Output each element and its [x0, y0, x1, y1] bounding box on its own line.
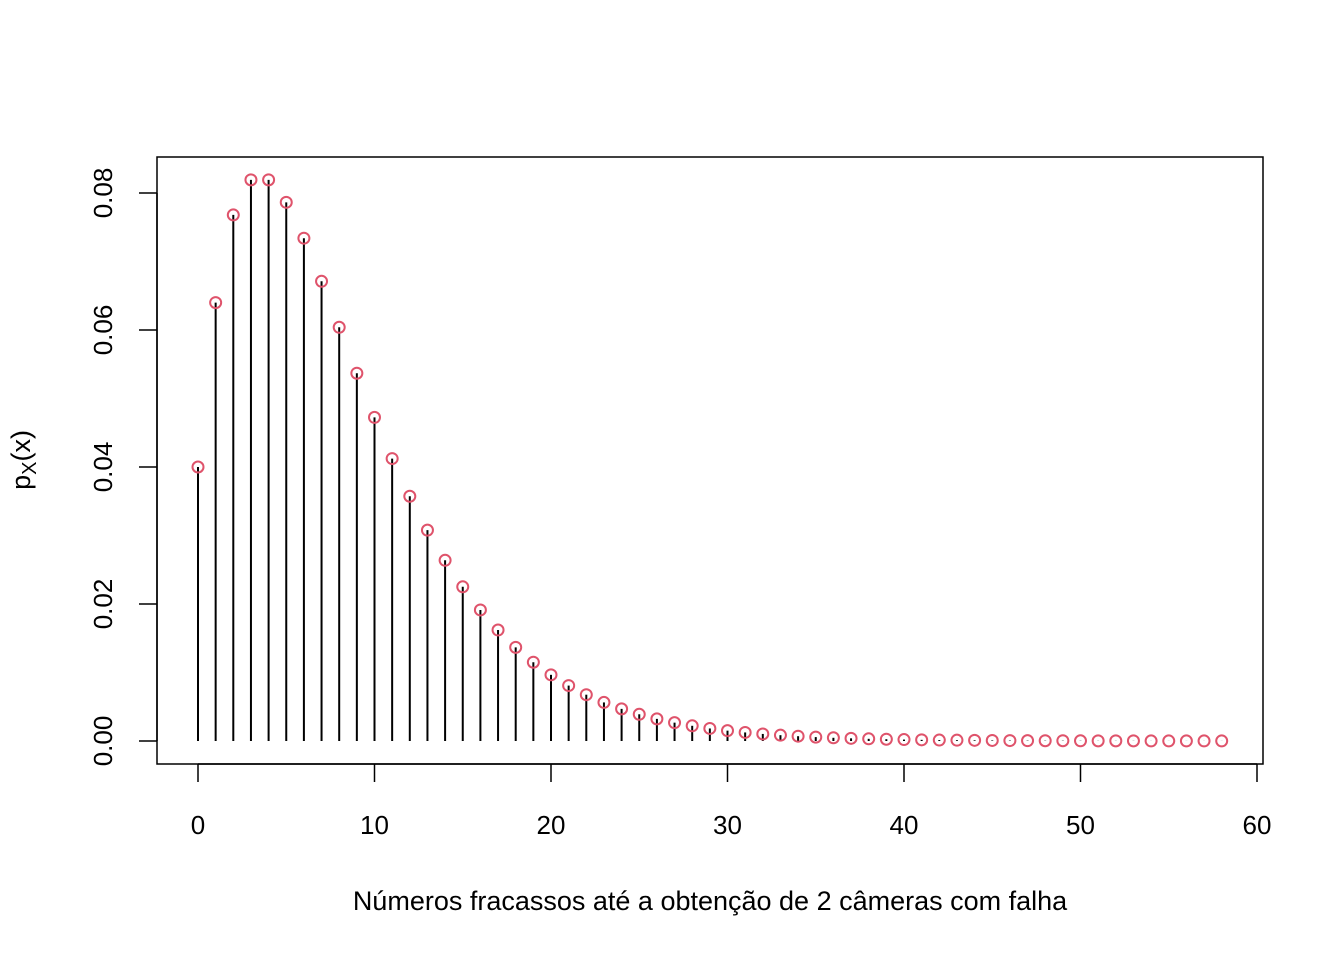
- data-point: [985, 733, 999, 747]
- data-point: [1162, 734, 1176, 748]
- data-point: [1021, 734, 1035, 748]
- data-point: [1003, 734, 1017, 748]
- data-point: [456, 580, 470, 594]
- data-point: [244, 173, 258, 187]
- data-point: [368, 410, 381, 424]
- data-point: [615, 702, 629, 716]
- x-tick-label: 30: [713, 810, 742, 840]
- y-tick-label: 0.06: [88, 305, 118, 356]
- data-point: [562, 679, 576, 693]
- y-tick-label: 0.04: [88, 442, 118, 493]
- y-axis: 0.00 0.02 0.04 0.06 0.08: [88, 168, 158, 767]
- y-axis-title: pX(x): [6, 430, 41, 490]
- data-point: [897, 733, 911, 747]
- data-point: [773, 728, 787, 742]
- data-point: [438, 553, 452, 567]
- y-tick-label: 0.00: [88, 716, 118, 767]
- data-point: [685, 719, 699, 733]
- data-point: [1109, 734, 1123, 748]
- data-point: [791, 729, 805, 743]
- y-tick-label: 0.08: [88, 168, 118, 219]
- x-tick-label: 10: [360, 810, 389, 840]
- data-point: [862, 732, 876, 746]
- data-point: [491, 623, 505, 637]
- data-point: [932, 733, 946, 747]
- data-point: [544, 668, 558, 682]
- data-point: [526, 655, 540, 669]
- y-tick-label: 0.02: [88, 579, 118, 630]
- x-tick-label: 20: [537, 810, 566, 840]
- data-point: [1215, 734, 1229, 748]
- data-point: [597, 695, 611, 709]
- plot-box: [156, 156, 1264, 765]
- y-axis-title-base: p: [6, 475, 36, 490]
- x-axis-title: Números fracassos até a obtenção de 2 câ…: [353, 886, 1068, 916]
- data-point: [420, 523, 434, 537]
- data-point: [473, 603, 487, 617]
- stems-group: [197, 179, 1223, 741]
- x-axis: 0 10 20 30 40 50 60: [191, 763, 1272, 840]
- data-point: [1179, 734, 1193, 748]
- data-point: [968, 733, 982, 747]
- data-point: [950, 733, 964, 747]
- data-point: [1197, 734, 1211, 748]
- data-point: [226, 208, 240, 222]
- x-tick-label: 40: [890, 810, 919, 840]
- data-point: [721, 724, 734, 738]
- data-point: [738, 725, 752, 739]
- data-point: [1074, 734, 1087, 748]
- data-point: [809, 730, 823, 744]
- data-point: [1144, 734, 1158, 748]
- data-point: [209, 296, 223, 310]
- data-point: [650, 712, 664, 726]
- y-axis-title-subscript: X: [19, 462, 41, 475]
- data-point: [509, 640, 523, 654]
- data-point: [668, 716, 682, 730]
- data-point: [403, 489, 417, 503]
- data-point: [579, 688, 593, 702]
- y-axis-title-rest: (x): [6, 430, 36, 461]
- data-point: [879, 732, 893, 746]
- data-point: [703, 721, 717, 735]
- data-point: [297, 231, 311, 245]
- x-tick-label: 50: [1066, 810, 1095, 840]
- data-point: [262, 173, 276, 187]
- data-point: [279, 195, 293, 209]
- data-point: [915, 733, 929, 747]
- data-point: [385, 452, 399, 466]
- data-point: [315, 274, 329, 288]
- points-group: [191, 173, 1229, 748]
- data-point: [1126, 734, 1140, 748]
- data-point: [1038, 734, 1052, 748]
- data-point: [1091, 734, 1105, 748]
- data-point: [1056, 734, 1070, 748]
- data-point: [332, 320, 346, 334]
- x-tick-label: 0: [191, 810, 205, 840]
- data-point: [756, 727, 770, 741]
- data-point: [191, 460, 205, 474]
- x-tick-label: 60: [1243, 810, 1272, 840]
- data-point: [844, 731, 858, 745]
- data-point: [826, 731, 840, 745]
- data-point: [350, 366, 364, 380]
- data-point: [632, 707, 646, 721]
